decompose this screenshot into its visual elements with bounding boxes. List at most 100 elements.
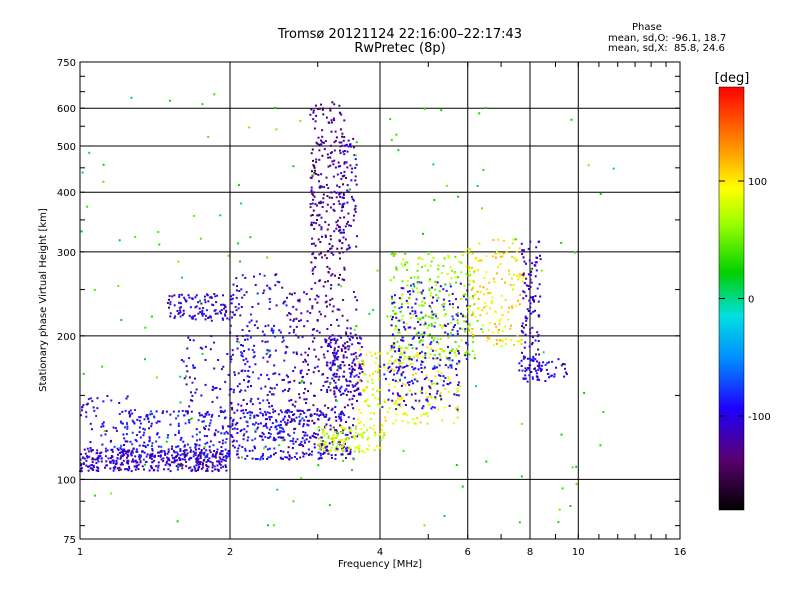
data-point (316, 214, 319, 217)
data-point (319, 457, 321, 460)
data-point (87, 469, 90, 472)
data-point (96, 397, 99, 400)
data-point (311, 328, 314, 331)
data-point (244, 457, 247, 460)
data-point (488, 321, 491, 324)
data-point (429, 353, 432, 355)
data-point (319, 452, 322, 455)
data-point (206, 469, 209, 472)
data-point (338, 308, 341, 311)
data-point (268, 390, 271, 393)
data-point (411, 374, 414, 376)
data-point (142, 434, 145, 437)
data-point (155, 440, 158, 443)
data-point (116, 467, 119, 470)
data-point (192, 315, 195, 318)
data-point (339, 416, 342, 419)
data-point (410, 393, 413, 396)
data-point (269, 435, 272, 438)
data-point (188, 421, 191, 424)
data-point (522, 277, 525, 279)
data-point (430, 388, 433, 390)
data-point (253, 275, 255, 278)
data-point (267, 436, 270, 439)
data-point (431, 336, 433, 339)
data-point (394, 359, 397, 362)
data-point (266, 418, 269, 421)
data-point (200, 414, 203, 417)
data-point (168, 295, 171, 298)
data-point (225, 438, 228, 441)
data-point (339, 231, 342, 234)
data-point (523, 346, 526, 349)
data-point (288, 434, 291, 437)
data-point (204, 442, 207, 445)
data-point (266, 360, 269, 363)
data-point (419, 421, 422, 424)
data-point (206, 410, 209, 413)
data-point (193, 465, 196, 468)
data-point (150, 315, 153, 318)
data-point (468, 330, 470, 333)
x-tick-label: 2 (227, 547, 233, 558)
data-point (141, 450, 144, 453)
data-point (458, 260, 461, 263)
data-point (183, 296, 186, 299)
data-point (147, 420, 150, 423)
data-point (436, 382, 439, 385)
data-point (334, 375, 337, 378)
data-point (456, 319, 459, 322)
data-point (178, 301, 181, 304)
data-point (204, 318, 207, 321)
data-point (442, 264, 445, 267)
data-point (468, 266, 471, 269)
data-point (242, 399, 245, 401)
data-point (311, 450, 314, 453)
data-point (536, 331, 539, 334)
data-point (182, 360, 185, 363)
data-point (411, 337, 414, 340)
data-point (242, 409, 245, 412)
data-point (299, 413, 302, 416)
data-point (95, 469, 98, 472)
data-point (482, 324, 485, 327)
data-point (434, 313, 437, 316)
data-point (359, 392, 362, 395)
data-point (396, 404, 399, 407)
data-point (305, 452, 308, 455)
data-point (402, 371, 405, 374)
data-point (254, 458, 257, 460)
data-point (365, 353, 368, 356)
data-point (337, 200, 340, 203)
data-point (455, 298, 457, 301)
data-point (421, 304, 424, 307)
data-point (158, 420, 161, 423)
data-point (223, 432, 226, 435)
data-point (360, 428, 363, 430)
data-point (448, 358, 451, 361)
data-point (255, 414, 258, 417)
data-point (316, 413, 319, 416)
data-point (351, 336, 354, 339)
data-point (241, 369, 244, 372)
data-point (225, 311, 227, 313)
data-point (338, 202, 341, 205)
data-point (307, 390, 309, 393)
data-point (103, 430, 106, 432)
data-point (416, 317, 419, 320)
data-point (380, 430, 383, 433)
data-point (393, 301, 396, 304)
data-point (538, 314, 541, 317)
data-point (294, 366, 297, 369)
data-point (469, 273, 472, 276)
data-point (394, 379, 397, 382)
data-point (423, 331, 426, 334)
data-point (434, 349, 437, 352)
data-point (240, 404, 243, 407)
data-point (279, 409, 282, 412)
data-point (126, 423, 128, 425)
data-point (414, 302, 417, 305)
data-point (323, 186, 326, 189)
data-point (197, 467, 200, 470)
